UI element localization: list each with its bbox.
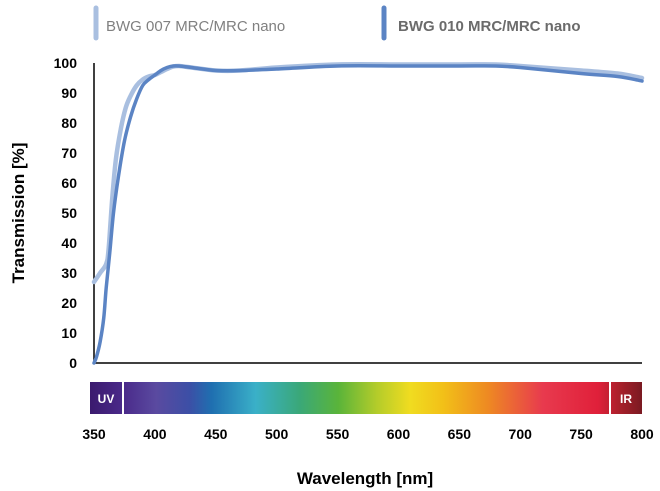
y-tick-labels: 0 10 20 30 40 50 60 70 80 90 100 [54, 55, 78, 371]
x-tick-label: 600 [387, 426, 411, 442]
y-tick-label: 30 [61, 265, 77, 281]
x-tick-label: 750 [569, 426, 593, 442]
x-axis-title: Wavelength [nm] [297, 469, 433, 488]
y-tick-label: 50 [61, 205, 77, 221]
legend-label-series-1: BWG 007 MRC/MRC nano [106, 18, 285, 35]
x-tick-label: 500 [265, 426, 289, 442]
x-tick-label: 800 [630, 426, 654, 442]
x-tick-label: 450 [204, 426, 228, 442]
legend: BWG 007 MRC/MRC nano BWG 010 MRC/MRC nan… [93, 5, 581, 41]
y-tick-label: 20 [61, 295, 77, 311]
x-tick-label: 650 [448, 426, 472, 442]
x-tick-label: 700 [509, 426, 533, 442]
y-tick-label: 70 [61, 145, 77, 161]
ir-label: IR [620, 392, 632, 406]
series-lines [91, 62, 645, 365]
y-tick-label: 80 [61, 115, 77, 131]
y-tick-label: 10 [61, 325, 77, 341]
x-tick-label: 550 [326, 426, 350, 442]
spectrum-gradient-bar [90, 382, 642, 414]
series-line-1 [91, 62, 645, 285]
legend-label-series-2: BWG 010 MRC/MRC nano [398, 18, 581, 35]
y-tick-label: 100 [54, 55, 78, 71]
spectrum-band: UV IR [90, 382, 642, 414]
y-tick-label: 0 [69, 355, 77, 371]
x-tick-labels: 350 400 450 500 550 600 650 700 750 800 [82, 426, 654, 442]
y-tick-label: 90 [61, 85, 77, 101]
uv-label: UV [98, 392, 115, 406]
y-tick-label: 40 [61, 235, 77, 251]
y-tick-label: 60 [61, 175, 77, 191]
x-tick-label: 350 [82, 426, 106, 442]
series-line-2 [92, 64, 644, 365]
x-tick-label: 400 [143, 426, 167, 442]
y-axis-title: Transmission [%] [9, 143, 28, 284]
